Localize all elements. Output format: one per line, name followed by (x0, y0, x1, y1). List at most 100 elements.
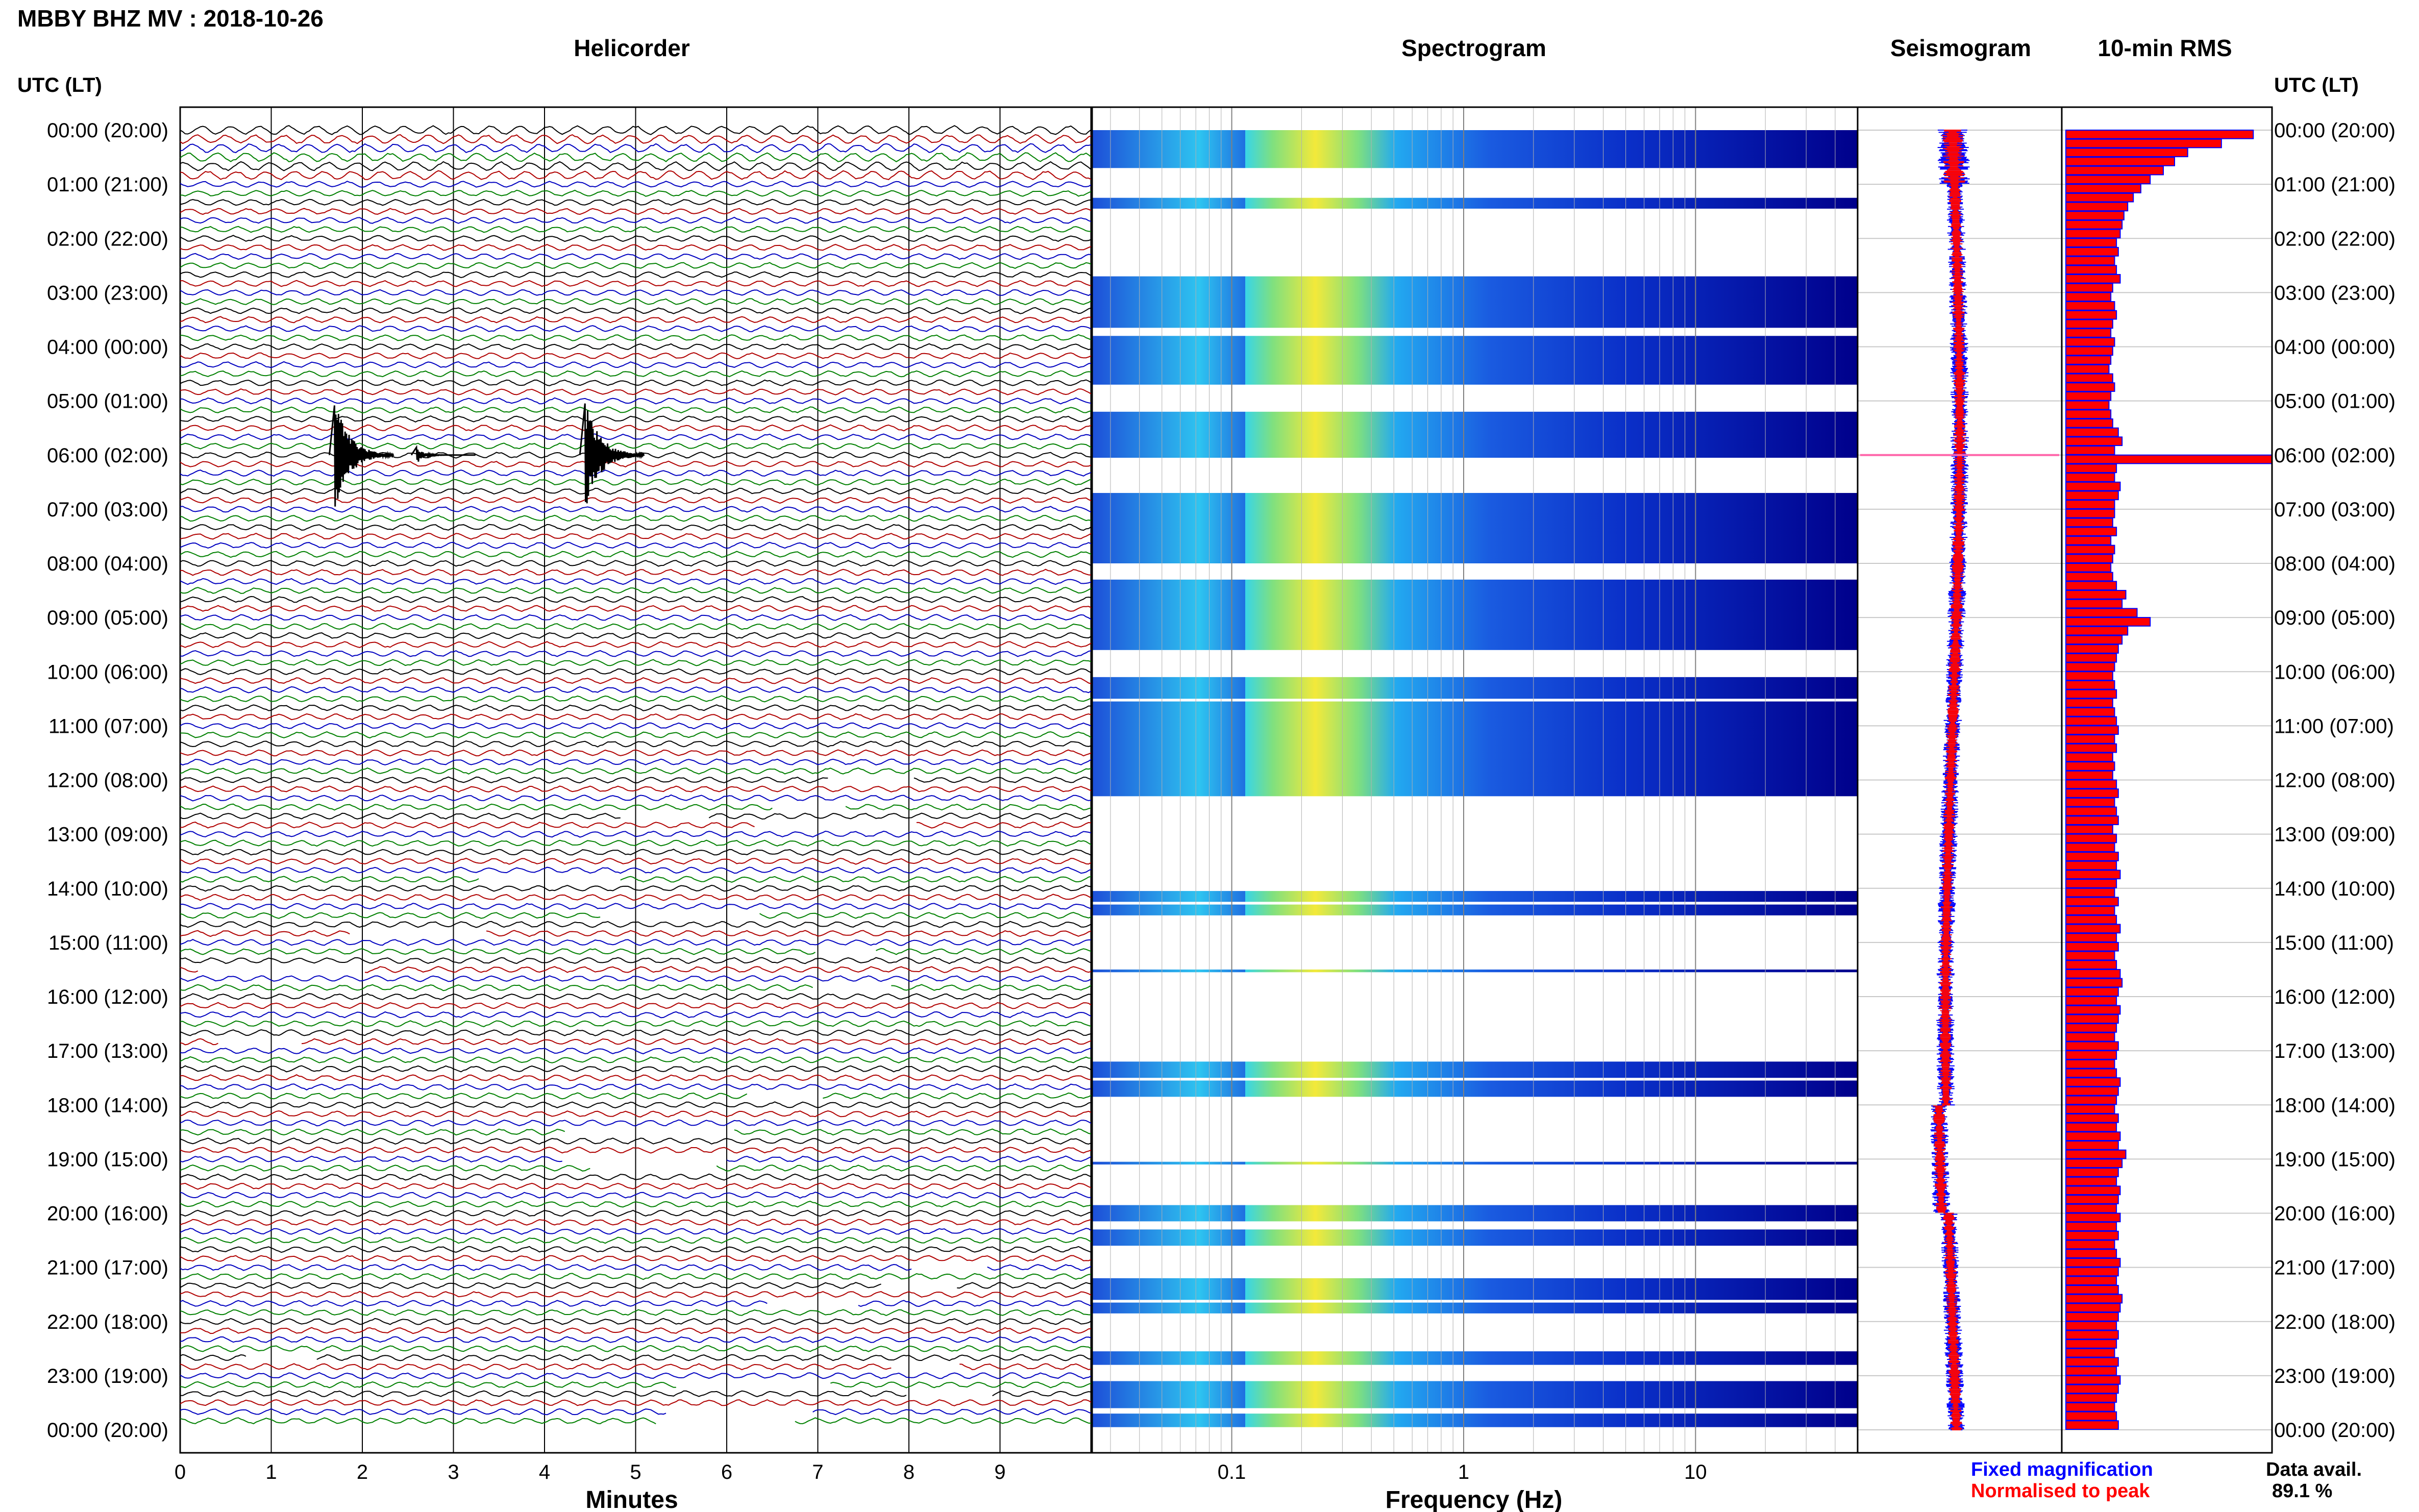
spectrogram-data-band (1092, 1381, 1858, 1408)
rms-bar (2065, 1104, 2115, 1114)
rms-bar (2065, 1203, 2117, 1213)
rms-bar (2065, 373, 2113, 383)
helicorder-tick-label: 3 (448, 1461, 459, 1483)
helicorder-trace (180, 884, 1092, 892)
helicorder-tick-label: 0 (175, 1461, 186, 1483)
helicorder-trace (180, 161, 1092, 171)
rms-bar (2065, 951, 2115, 961)
rms-bar (2065, 310, 2117, 320)
helicorder-panel: 0 1 2 3 4 5 6 7 8 9 (175, 106, 1092, 1483)
time-label-right: 16:00 (12:00) (2274, 986, 2396, 1008)
helicorder-trace (180, 948, 1092, 955)
time-labels-right: 00:00 (20:00) 01:00 (21:00) 02:00 (22:00) 0… (2274, 119, 2396, 1442)
time-label-right: 04:00 (00:00) (2274, 336, 2396, 359)
rms-bar (2065, 752, 2113, 762)
helicorder-trace (180, 1336, 1092, 1344)
helicorder-event (410, 444, 476, 462)
spectrogram-data-band (1092, 701, 1858, 797)
time-label-right: 13:00 (09:00) (2274, 824, 2396, 846)
time-label-left: 15:00 (11:00) (48, 932, 168, 954)
rms-bar (2065, 1339, 2117, 1349)
rms-bar (2065, 1384, 2119, 1394)
rms-bar (2065, 1230, 2119, 1241)
time-label-left: 22:00 (18:00) (47, 1311, 168, 1333)
seismogram-title: Seismogram (1890, 35, 2031, 61)
helicorder-trace (180, 415, 1092, 423)
helicorder-trace (180, 1327, 1092, 1334)
helicorder-trace (180, 271, 1092, 279)
spectrogram-data-band (1092, 579, 1858, 650)
rms-bar (2065, 734, 2115, 744)
spectrogram-data-band (1092, 1351, 1858, 1365)
rms-bar (2065, 1267, 2119, 1277)
time-label-left: 20:00 (16:00) (47, 1203, 168, 1225)
rms-bar (2065, 1402, 2115, 1412)
spectrogram-data-band (1092, 677, 1858, 699)
rms-bar (2065, 1312, 2119, 1322)
spectrogram-data-band (1092, 1080, 1858, 1097)
helicorder-trace (180, 731, 1092, 739)
time-label-right: 22:00 (18:00) (2274, 1311, 2396, 1333)
rms-bar (2065, 364, 2110, 374)
helicorder-trace (180, 1318, 1092, 1325)
helicorder-tick-label: 4 (539, 1461, 550, 1483)
helicorder-trace (180, 1164, 1092, 1172)
time-label-right: 05:00 (01:00) (2274, 390, 2396, 413)
helicorder-trace (180, 938, 1092, 946)
rms-bar (2065, 960, 2117, 970)
rms-bar (2065, 779, 2117, 789)
helicorder-trace (180, 1173, 1092, 1181)
seismogram-trace-normalised (1933, 130, 1966, 1430)
rms-bar (2065, 842, 2115, 852)
helicorder-trace (180, 370, 1092, 378)
helicorder-trace (180, 235, 1092, 242)
time-label-right: 12:00 (08:00) (2274, 770, 2396, 792)
helicorder-trace (180, 442, 1092, 450)
rms-bar (2065, 1195, 2119, 1204)
rms-bar (2065, 1285, 2119, 1295)
helicorder-trace (180, 1291, 1092, 1298)
helicorder-trace (180, 487, 1092, 495)
rms-bar (2065, 1176, 2117, 1186)
time-label-right: 03:00 (23:00) (2274, 282, 2396, 304)
helicorder-trace (180, 541, 1092, 549)
rms-bar (2065, 490, 2119, 501)
rms-bar (2065, 517, 2113, 528)
helicorder-trace (180, 152, 1092, 162)
helicorder-trace (180, 686, 1092, 693)
helicorder-trace (180, 1236, 1092, 1244)
helicorder-event (328, 405, 394, 507)
rms-bar (2065, 184, 2141, 193)
helicorder-trace (180, 189, 1092, 197)
time-label-left: 00:00 (20:00) (47, 1419, 168, 1442)
helicorder-trace (180, 596, 1092, 603)
helicorder-trace (180, 1200, 1092, 1208)
helicorder-trace (180, 695, 1092, 703)
rms-bar (2065, 427, 2119, 437)
helicorder-trace (180, 1192, 1091, 1199)
rms-bar (2065, 238, 2117, 247)
helicorder-trace (180, 506, 1092, 513)
rms-bar (2065, 130, 2254, 139)
rms-bar (2065, 157, 2176, 166)
rms-bar (2065, 1014, 2119, 1024)
helicorder-trace (180, 1372, 1092, 1379)
helicorder-trace (180, 623, 1092, 630)
helicorder-trace (180, 876, 1092, 883)
time-label-left: 17:00 (13:00) (47, 1040, 168, 1062)
helicorder-trace (180, 839, 1092, 847)
rms-bar (2065, 301, 2115, 311)
rms-bar (2065, 933, 2117, 943)
page-title: MBBY BHZ MV : 2018-10-26 (17, 5, 324, 32)
rms-bar (2065, 1122, 2117, 1132)
helicorder-trace (180, 1110, 1092, 1118)
helicorder-trace (180, 298, 1092, 305)
rms-bar (2065, 743, 2117, 753)
rms-bar (2065, 1168, 2119, 1177)
spectrogram-data-band (1092, 1302, 1858, 1313)
helicorder-trace (180, 334, 1092, 341)
rms-bar (2065, 229, 2121, 239)
rms-bar (2065, 1348, 2115, 1358)
time-label-left: 01:00 (21:00) (47, 173, 168, 196)
data-avail-label: Data avail. (2266, 1459, 2362, 1480)
